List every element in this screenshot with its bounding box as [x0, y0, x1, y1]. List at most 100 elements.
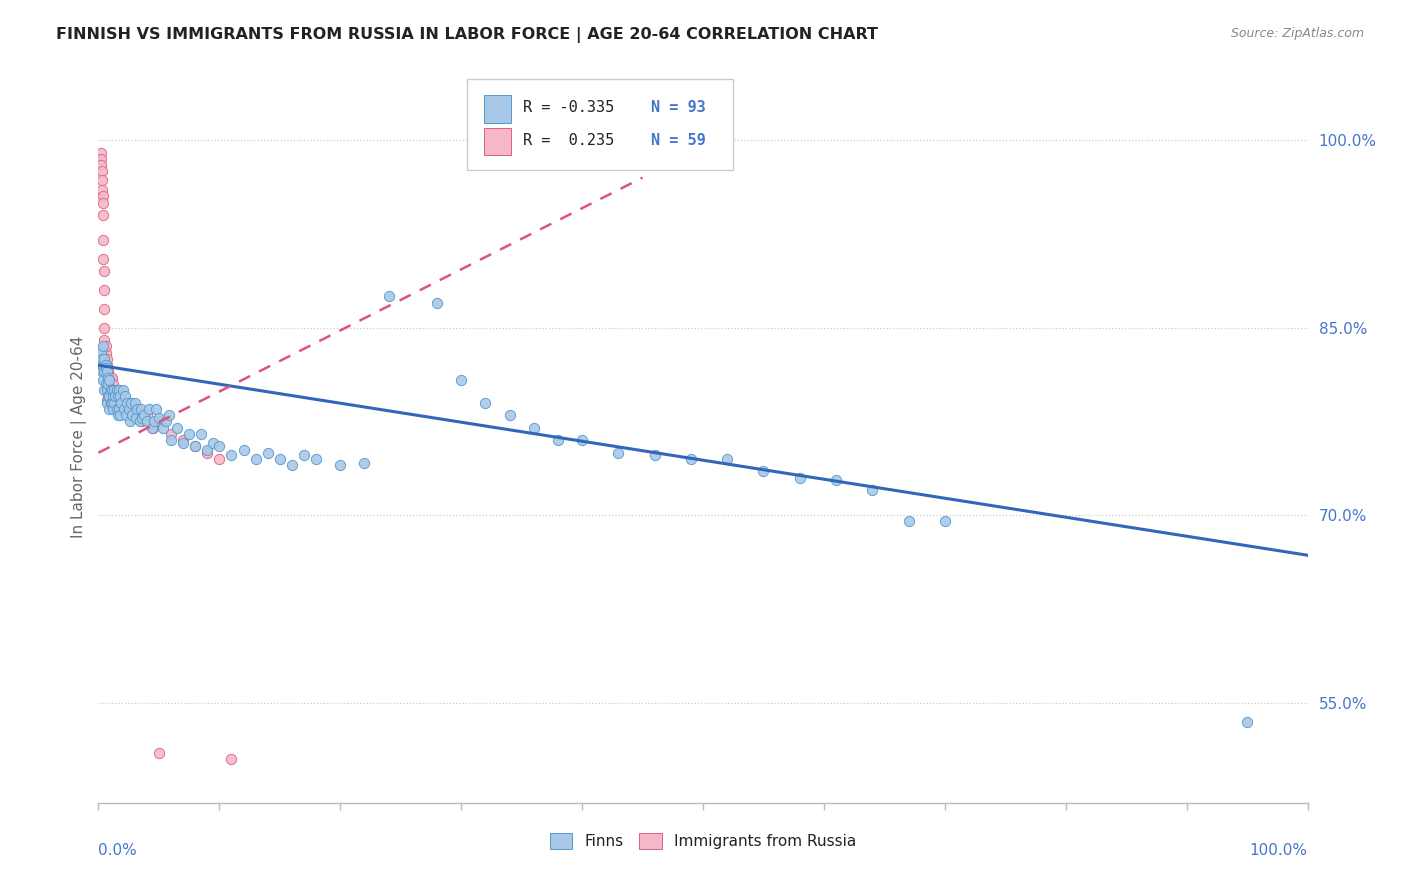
- Point: [426, 295, 449, 310]
- Point: [104, 389, 127, 403]
- Point: [148, 410, 170, 425]
- Text: 100.0%: 100.0%: [1250, 843, 1308, 858]
- Point: [90, 152, 112, 166]
- Point: [134, 408, 156, 422]
- Point: [281, 458, 304, 473]
- Point: [93, 333, 115, 347]
- Point: [148, 414, 170, 428]
- Point: [474, 395, 496, 409]
- Point: [353, 456, 375, 470]
- Point: [94, 360, 117, 375]
- Point: [305, 452, 328, 467]
- Text: 0.0%: 0.0%: [98, 843, 138, 858]
- Point: [97, 389, 120, 403]
- Point: [190, 426, 212, 441]
- Point: [94, 339, 117, 353]
- Point: [111, 383, 134, 397]
- Point: [108, 389, 131, 403]
- Point: [98, 373, 121, 387]
- Point: [377, 289, 399, 303]
- Point: [172, 434, 194, 448]
- Point: [101, 389, 124, 403]
- Point: [221, 448, 243, 462]
- Point: [94, 368, 117, 383]
- Point: [101, 389, 124, 403]
- Point: [644, 448, 666, 462]
- Point: [96, 383, 118, 397]
- Point: [97, 373, 120, 387]
- Point: [97, 383, 120, 397]
- Point: [114, 401, 136, 416]
- Point: [105, 383, 128, 397]
- Point: [184, 440, 207, 454]
- Point: [96, 364, 118, 378]
- Point: [152, 420, 174, 434]
- Point: [100, 395, 122, 409]
- Point: [91, 173, 114, 187]
- Point: [97, 364, 120, 378]
- Text: R = -0.335: R = -0.335: [523, 101, 614, 115]
- Point: [256, 446, 278, 460]
- Point: [93, 383, 115, 397]
- Point: [93, 320, 115, 334]
- Point: [96, 370, 118, 384]
- Point: [860, 483, 883, 498]
- Point: [111, 395, 134, 409]
- FancyBboxPatch shape: [467, 78, 734, 170]
- Point: [91, 164, 114, 178]
- Point: [160, 426, 183, 441]
- Point: [202, 435, 225, 450]
- Text: R =  0.235: R = 0.235: [523, 133, 614, 148]
- Point: [208, 452, 231, 467]
- Point: [118, 401, 141, 416]
- Point: [789, 471, 811, 485]
- Text: Source: ZipAtlas.com: Source: ZipAtlas.com: [1230, 27, 1364, 40]
- Point: [98, 383, 121, 397]
- Text: N = 93: N = 93: [651, 101, 706, 115]
- Point: [100, 383, 122, 397]
- Point: [107, 389, 129, 403]
- Point: [107, 408, 129, 422]
- Point: [142, 420, 165, 434]
- Point: [104, 389, 127, 403]
- Y-axis label: In Labor Force | Age 20-64: In Labor Force | Age 20-64: [72, 336, 87, 538]
- Point: [752, 465, 775, 479]
- Point: [97, 370, 120, 384]
- Point: [91, 358, 114, 372]
- Point: [91, 364, 114, 378]
- Point: [110, 395, 132, 409]
- Point: [100, 383, 122, 397]
- Point: [96, 395, 118, 409]
- Point: [184, 440, 207, 454]
- Point: [93, 364, 115, 378]
- Point: [112, 401, 135, 416]
- Point: [825, 473, 848, 487]
- FancyBboxPatch shape: [484, 95, 510, 122]
- Point: [269, 452, 291, 467]
- Point: [118, 395, 141, 409]
- Point: [118, 414, 141, 428]
- Point: [172, 435, 194, 450]
- Point: [91, 252, 114, 266]
- Point: [93, 351, 115, 366]
- Point: [93, 283, 115, 297]
- Point: [138, 401, 160, 416]
- Point: [128, 414, 150, 428]
- Point: [450, 373, 472, 387]
- Point: [91, 189, 114, 203]
- Point: [98, 370, 121, 384]
- Point: [94, 345, 117, 359]
- Point: [607, 446, 630, 460]
- Point: [100, 395, 122, 409]
- Point: [98, 401, 121, 416]
- Point: [208, 440, 231, 454]
- Point: [679, 452, 702, 467]
- Point: [91, 373, 114, 387]
- Point: [125, 410, 148, 425]
- Point: [94, 376, 117, 391]
- Point: [105, 401, 128, 416]
- Point: [124, 395, 146, 409]
- Point: [148, 746, 170, 760]
- Point: [91, 183, 114, 197]
- FancyBboxPatch shape: [484, 128, 510, 155]
